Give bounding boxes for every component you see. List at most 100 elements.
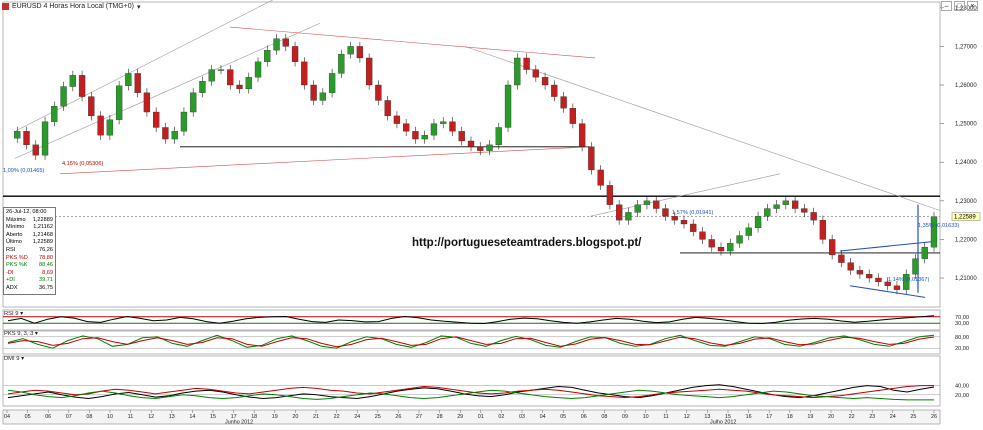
candle-body — [662, 208, 669, 217]
candle-body — [227, 69, 234, 86]
x-tick-label: 18 — [787, 414, 793, 420]
candle-body — [291, 46, 299, 62]
x-tick-label: 17 — [766, 414, 772, 420]
x-tick-label: 20 — [292, 414, 298, 420]
y-tick-label: 1,26000 — [955, 83, 977, 89]
candle-body — [551, 84, 558, 97]
indicator-level-label: 70,00 — [955, 315, 969, 321]
x-tick-label: 05 — [25, 414, 31, 420]
rsi-indicator-label[interactable]: RSI 9 ▾ — [4, 311, 24, 317]
pks-indicator-label[interactable]: PKS 9, 3, 3 ▾ — [4, 331, 38, 337]
minimize-button[interactable]: – — [941, 1, 952, 11]
close-button[interactable]: × — [967, 1, 978, 11]
x-tick-label: 19 — [807, 414, 813, 420]
maximize-button[interactable]: □ — [954, 1, 965, 11]
candle-body — [236, 84, 243, 90]
candle-body — [97, 115, 104, 136]
x-axis-bar — [2, 409, 941, 425]
candle-body — [310, 84, 317, 101]
data-window-value: 39,71 — [39, 277, 53, 284]
x-tick-label: 26 — [931, 414, 937, 420]
price-pane — [2, 1, 941, 308]
candle-body — [708, 239, 715, 248]
x-tick-label: 04 — [4, 414, 10, 420]
candle-body — [504, 84, 512, 128]
candle-body — [190, 92, 197, 113]
x-tick-label: 20 — [828, 414, 834, 420]
x-tick-label: 03 — [519, 414, 525, 420]
x-tick-label: 15 — [725, 414, 731, 420]
candle-body — [699, 231, 706, 240]
x-tick-label: 13 — [704, 414, 710, 420]
candle-body — [597, 169, 604, 186]
y-tick-label: 1,21000 — [955, 276, 977, 282]
dmi-indicator-label[interactable]: DMI 9 ▾ — [4, 356, 24, 362]
x-tick-label: 12 — [148, 414, 154, 420]
candle-body — [125, 73, 132, 86]
x-tick-label: 28 — [437, 414, 443, 420]
candle-body — [51, 106, 58, 122]
blue-wedge-line — [839, 240, 936, 252]
window-title: EURUSD 4 Horas Hora Local (TMG+0) — [12, 3, 134, 10]
candle-body — [41, 121, 49, 156]
x-tick-label: 05 — [560, 414, 566, 420]
candle-body — [273, 38, 280, 51]
x-tick-label: 19 — [272, 414, 278, 420]
candle-body — [162, 127, 169, 140]
candle-body — [847, 262, 854, 271]
data-window-label: PKS %D — [6, 254, 28, 261]
candle-body — [393, 115, 401, 124]
x-tick-label: 16 — [746, 414, 752, 420]
candle-body — [440, 121, 447, 124]
candle-body — [78, 75, 86, 97]
data-window-row: Aberto 1,21468 — [6, 232, 53, 240]
y-tick-label: 1,25000 — [955, 122, 977, 128]
candle-body — [421, 135, 428, 140]
candle-body — [578, 123, 586, 147]
candle-body — [467, 140, 475, 147]
data-window-row: RSI 76,26 — [6, 247, 53, 255]
candle-body — [60, 86, 67, 107]
x-tick-label: 25 — [910, 414, 916, 420]
y-tick-label: 1,23000 — [955, 199, 977, 205]
x-tick-label: 22 — [849, 414, 855, 420]
indicator-level-label: 30,00 — [955, 321, 969, 327]
candle-body — [819, 219, 827, 240]
data-window-row: Máximo 1,22889 — [6, 217, 53, 225]
last-price-label: 1,22589 — [954, 215, 976, 221]
candle-body — [365, 57, 373, 86]
data-window-value: 1,22889 — [32, 216, 53, 223]
data-window-value: 88,46 — [39, 262, 53, 269]
candle-body — [106, 119, 114, 136]
annotation-label: 1,35% (0,01633) — [918, 223, 959, 229]
candle-body — [69, 75, 76, 87]
annotation-label: 1,57% (0,01941) — [672, 210, 713, 216]
candle-body — [773, 204, 780, 209]
x-tick-label: 27 — [416, 414, 422, 420]
window-title-bar[interactable]: EURUSD 4 Horas Hora Local (TMG+0) ▾ — [2, 1, 140, 12]
candle-body — [514, 57, 521, 86]
data-window-label: Mínimo — [6, 224, 25, 231]
x-tick-label: 09 — [622, 414, 628, 420]
candle-body — [88, 96, 95, 117]
data-window-value: 1,21468 — [32, 231, 53, 238]
candle-body — [532, 69, 539, 78]
candle-body — [458, 131, 465, 142]
data-window-label: -DI — [6, 269, 14, 276]
x-tick-label: 07 — [66, 414, 72, 420]
candle-body — [347, 46, 354, 55]
indicator-pane-0 — [2, 309, 941, 331]
candle-body — [171, 131, 178, 140]
x-tick-label: 22 — [334, 414, 340, 420]
data-window-label: Máximo — [6, 216, 26, 223]
x-tick-label: 02 — [498, 414, 504, 420]
chevron-down-icon[interactable]: ▾ — [136, 3, 141, 11]
candle-body — [217, 69, 225, 71]
candle-body — [115, 85, 123, 120]
candle-body — [912, 258, 919, 275]
candle-body — [690, 223, 697, 232]
candle-body — [264, 50, 271, 62]
downtrend-line — [464, 46, 941, 211]
